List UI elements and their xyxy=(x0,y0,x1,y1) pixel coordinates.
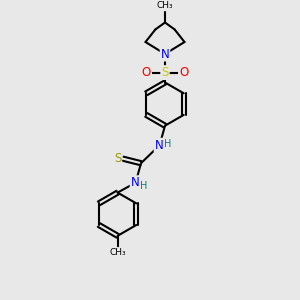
Text: S: S xyxy=(161,66,169,79)
Text: O: O xyxy=(179,66,188,79)
Text: N: N xyxy=(154,139,164,152)
Text: H: H xyxy=(164,139,172,149)
Text: CH₃: CH₃ xyxy=(109,248,126,257)
Text: N: N xyxy=(160,47,169,61)
Text: N: N xyxy=(130,176,140,189)
Text: H: H xyxy=(140,181,148,191)
Text: CH₃: CH₃ xyxy=(157,2,173,10)
Text: S: S xyxy=(114,152,121,165)
Text: O: O xyxy=(142,66,151,79)
